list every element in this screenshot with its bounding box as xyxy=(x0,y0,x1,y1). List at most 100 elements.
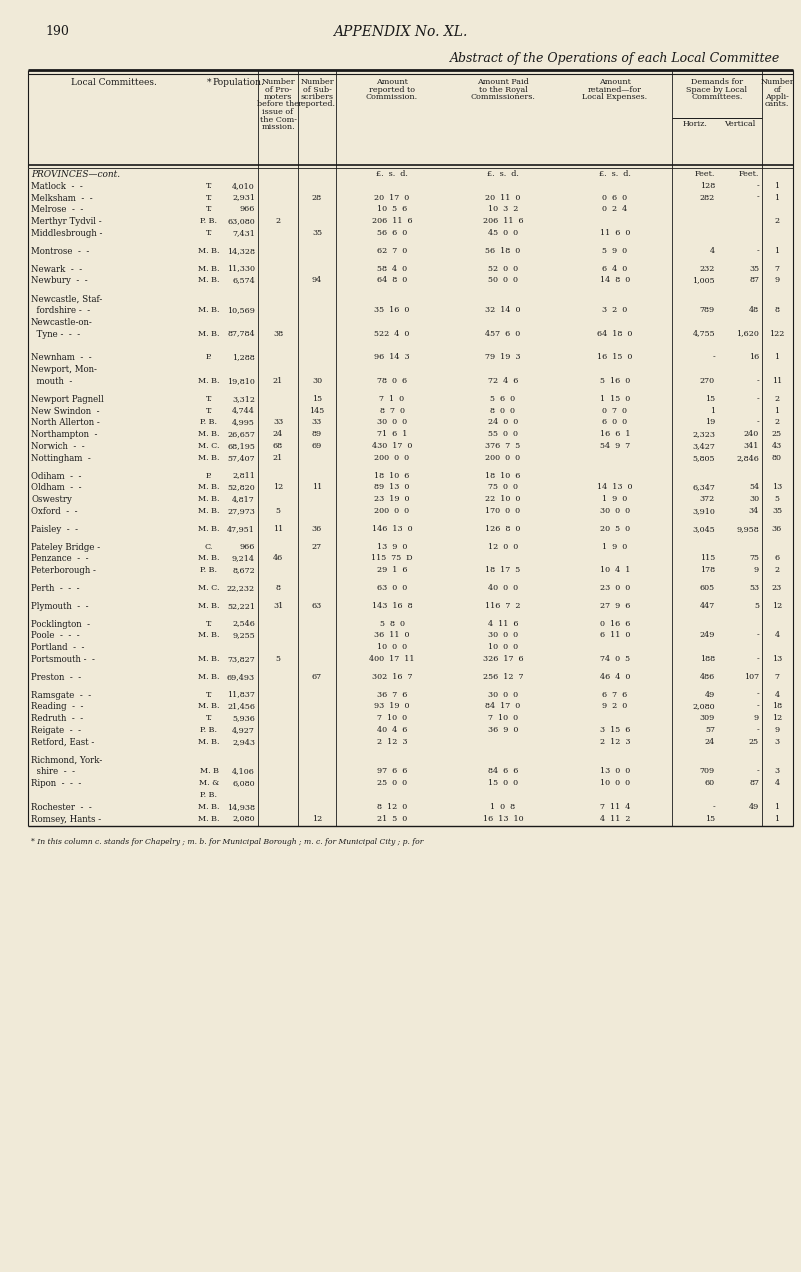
Text: Tyne -  -  -: Tyne - - - xyxy=(31,329,80,338)
Text: 8: 8 xyxy=(775,307,779,314)
Text: 372: 372 xyxy=(700,495,715,504)
Text: Richmond, York-: Richmond, York- xyxy=(31,756,103,764)
Text: M. B.: M. B. xyxy=(199,454,219,462)
Text: 57,407: 57,407 xyxy=(227,454,255,462)
Text: 78  0  6: 78 0 6 xyxy=(377,377,407,385)
Text: 10  0  0: 10 0 0 xyxy=(600,780,630,787)
Text: reported to: reported to xyxy=(369,85,415,94)
Text: 7  11  4: 7 11 4 xyxy=(600,803,630,810)
Text: 115: 115 xyxy=(700,555,715,562)
Text: Newbury  -  -: Newbury - - xyxy=(31,276,87,285)
Text: 2,323: 2,323 xyxy=(692,430,715,438)
Text: -: - xyxy=(756,702,759,710)
Text: 35  16  0: 35 16 0 xyxy=(374,307,409,314)
Text: T.: T. xyxy=(206,229,212,237)
Text: 11  6  0: 11 6 0 xyxy=(600,229,630,237)
Text: M. B.: M. B. xyxy=(199,525,219,533)
Text: 107: 107 xyxy=(744,673,759,681)
Text: 18: 18 xyxy=(772,702,782,710)
Text: T.: T. xyxy=(206,619,212,627)
Text: 56  6  0: 56 6 0 xyxy=(377,229,407,237)
Text: 282: 282 xyxy=(700,193,715,201)
Text: mouth  -: mouth - xyxy=(31,377,72,385)
Text: Merthyr Tydvil -: Merthyr Tydvil - xyxy=(31,218,102,226)
Text: 0  16  6: 0 16 6 xyxy=(600,619,630,627)
Text: 18  10  6: 18 10 6 xyxy=(485,472,521,480)
Text: M. B.: M. B. xyxy=(199,377,219,385)
Text: 270: 270 xyxy=(700,377,715,385)
Text: 20  17  0: 20 17 0 xyxy=(374,193,409,201)
Text: 10  4  1: 10 4 1 xyxy=(600,566,630,574)
Text: M. B.: M. B. xyxy=(199,803,219,810)
Text: Melksham  -  -: Melksham - - xyxy=(31,193,93,202)
Text: 54  9  7: 54 9 7 xyxy=(600,441,630,450)
Text: M. B.: M. B. xyxy=(199,655,219,663)
Text: Plymouth  -  -: Plymouth - - xyxy=(31,602,88,611)
Text: -: - xyxy=(756,182,759,190)
Text: 400  17  11: 400 17 11 xyxy=(369,655,415,663)
Text: Peterborough -: Peterborough - xyxy=(31,566,96,575)
Text: 5  9  0: 5 9 0 xyxy=(602,247,627,254)
Text: cants.: cants. xyxy=(765,100,789,108)
Text: 29  1  6: 29 1 6 xyxy=(376,566,407,574)
Text: 36: 36 xyxy=(772,525,782,533)
Text: 40  0  0: 40 0 0 xyxy=(488,584,518,591)
Text: M. B.: M. B. xyxy=(199,555,219,562)
Text: Number: Number xyxy=(261,78,295,86)
Text: 68: 68 xyxy=(273,441,283,450)
Text: 966: 966 xyxy=(239,543,255,551)
Text: 0  6  0: 0 6 0 xyxy=(602,193,627,201)
Text: 25: 25 xyxy=(772,430,782,438)
Text: 36  7  6: 36 7 6 xyxy=(376,691,407,698)
Text: 4,817: 4,817 xyxy=(232,495,255,504)
Text: 4,744: 4,744 xyxy=(232,407,255,415)
Text: 68,195: 68,195 xyxy=(227,441,255,450)
Text: 8: 8 xyxy=(276,584,280,591)
Text: Newark  -  -: Newark - - xyxy=(31,265,83,273)
Text: 30  0  0: 30 0 0 xyxy=(488,631,518,640)
Text: 27,973: 27,973 xyxy=(227,508,255,515)
Text: 46  4  0: 46 4 0 xyxy=(600,673,630,681)
Text: 32  14  0: 32 14 0 xyxy=(485,307,521,314)
Text: 4: 4 xyxy=(775,691,779,698)
Text: 30: 30 xyxy=(312,377,322,385)
Text: 3  2  0: 3 2 0 xyxy=(602,307,628,314)
Text: 97  6  6: 97 6 6 xyxy=(376,767,407,776)
Text: M. B.: M. B. xyxy=(199,247,219,254)
Text: 55  0  0: 55 0 0 xyxy=(488,430,518,438)
Text: Newnham  -  -: Newnham - - xyxy=(31,354,91,363)
Text: 486: 486 xyxy=(700,673,715,681)
Text: T.: T. xyxy=(206,394,212,403)
Text: 89: 89 xyxy=(312,430,322,438)
Text: -: - xyxy=(756,726,759,734)
Text: 5  8  0: 5 8 0 xyxy=(380,619,405,627)
Text: 23  0  0: 23 0 0 xyxy=(600,584,630,591)
Text: M. B.: M. B. xyxy=(199,631,219,640)
Text: 200  0  0: 200 0 0 xyxy=(374,454,409,462)
Text: 2  12  3: 2 12 3 xyxy=(376,738,407,745)
Text: 30  0  0: 30 0 0 xyxy=(377,418,407,426)
Text: Abstract of the Operations of each Local Committee: Abstract of the Operations of each Local… xyxy=(449,52,780,65)
Text: 9: 9 xyxy=(775,726,779,734)
Text: 11: 11 xyxy=(273,525,283,533)
Text: C.: C. xyxy=(205,543,213,551)
Text: Population.: Population. xyxy=(212,78,264,86)
Text: 84  17  0: 84 17 0 xyxy=(485,702,521,710)
Text: -: - xyxy=(756,193,759,201)
Text: 25  0  0: 25 0 0 xyxy=(377,780,407,787)
Text: 33: 33 xyxy=(312,418,322,426)
Text: 8,672: 8,672 xyxy=(232,566,255,574)
Text: Local Expenses.: Local Expenses. xyxy=(582,93,647,100)
Text: 2  12  3: 2 12 3 xyxy=(600,738,630,745)
Text: M. B.: M. B. xyxy=(199,483,219,491)
Text: 16  6  1: 16 6 1 xyxy=(600,430,630,438)
Text: 206  11  6: 206 11 6 xyxy=(372,218,413,225)
Text: Melrose  -  -: Melrose - - xyxy=(31,205,83,215)
Text: 53: 53 xyxy=(749,584,759,591)
Text: 2,811: 2,811 xyxy=(232,472,255,480)
Text: Montrose  -  -: Montrose - - xyxy=(31,247,89,256)
Text: T.: T. xyxy=(206,691,212,698)
Text: M. C.: M. C. xyxy=(199,584,219,591)
Text: 145: 145 xyxy=(309,407,324,415)
Text: 30  0  0: 30 0 0 xyxy=(488,691,518,698)
